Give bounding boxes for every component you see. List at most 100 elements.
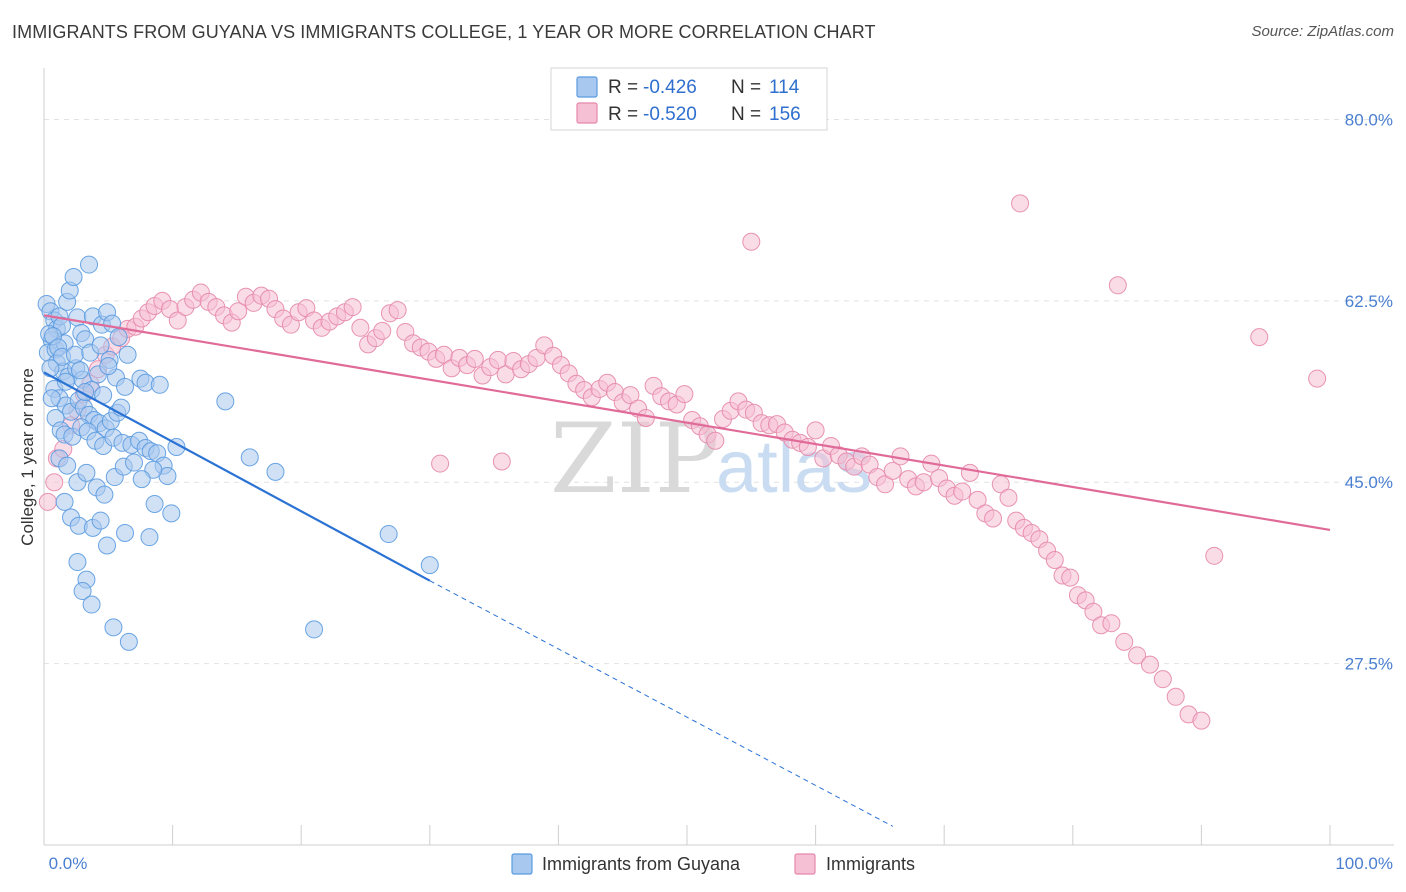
data-point-immigrants [343,298,362,317]
axis-layer: 27.5% 45.0% 62.5% 80.0% 0.0% 100.0% [43,68,1394,873]
data-point-immigrants [1045,550,1064,569]
data-point-immigrants [431,454,450,473]
data-point-immigrants [229,302,248,321]
data-point-immigrants [351,318,370,337]
data-point-guyana [132,470,151,489]
legend-r-label-2: R = [608,104,638,125]
data-point-guyana [64,268,83,287]
bottom-legend-label-1: Immigrants from Guyana [542,854,741,874]
data-point-guyana [77,463,96,482]
source-label: Source: ZipAtlas.com [1251,23,1394,40]
data-point-immigrants [1308,369,1327,388]
data-point-immigrants [953,482,972,501]
data-point-immigrants [1153,670,1172,689]
legend-r-value-2: -0.520 [643,104,697,125]
bottom-legend-swatch-blue [511,853,533,875]
legend-swatch-pink [576,102,598,124]
data-point-immigrants [1061,568,1080,587]
data-point-guyana [82,595,101,614]
y-tick-label: 62.5% [1345,292,1393,311]
data-point-immigrants [968,490,987,509]
data-point-immigrants [706,431,725,450]
data-point-guyana [109,328,128,347]
data-point-immigrants [621,386,640,405]
data-point-immigrants [1250,328,1269,347]
data-point-guyana [42,389,61,408]
trend-layer [43,314,1331,827]
data-point-immigrants [1140,655,1159,674]
data-point-immigrants [45,473,64,492]
data-point-guyana [116,524,135,543]
trend-line-guyana-extension [429,580,893,827]
x-tick-label-min: 0.0% [49,854,88,873]
data-point-guyana [71,361,90,380]
data-point-immigrants [168,311,187,330]
data-point-immigrants [1192,711,1211,730]
data-point-guyana [240,448,259,467]
data-point-immigrants [1084,602,1103,621]
x-tick-label-max: 100.0% [1335,854,1393,873]
data-point-immigrants [1102,614,1121,633]
data-point-guyana [379,525,398,544]
legend-r-label-1: R = [608,77,638,98]
y-tick-label: 45.0% [1345,473,1393,492]
data-point-guyana [150,375,169,394]
y-tick-label: 80.0% [1345,110,1393,129]
data-point-guyana [266,462,285,481]
data-point-guyana [80,255,99,274]
bottom-legend-swatch-pink [794,853,816,875]
data-point-immigrants [1108,276,1127,295]
legend-swatch-blue [576,76,598,98]
data-point-immigrants [38,492,57,511]
legend-n-label-2: N = [731,104,761,125]
legend-n-value-2: 156 [769,104,801,125]
points-layer [37,194,1327,730]
data-point-guyana [305,620,324,639]
data-point-guyana [140,528,159,547]
trend-line-guyana [43,371,431,582]
data-point-immigrants [675,385,694,404]
data-point-immigrants [1166,687,1185,706]
data-point-guyana [145,494,164,513]
data-point-guyana [216,392,235,411]
data-point-guyana [95,485,114,504]
data-point-immigrants [373,321,392,340]
grid-layer [44,118,1394,665]
data-point-immigrants [388,301,407,320]
data-point-guyana [118,345,137,364]
data-point-immigrants [1115,632,1134,651]
bottom-legend: Immigrants from Guyana Immigrants [511,853,915,875]
data-point-guyana [73,582,92,601]
data-point-immigrants [465,349,484,368]
data-point-immigrants [1011,194,1030,213]
data-point-immigrants [883,461,902,480]
data-point-guyana [116,377,135,396]
legend-r-value-1: -0.426 [643,77,697,98]
y-tick-label: 27.5% [1345,655,1393,674]
legend-n-value-1: 114 [769,77,800,98]
bottom-legend-label-2: Immigrants [826,854,915,874]
data-point-immigrants [636,408,655,427]
data-point-guyana [104,618,123,637]
data-point-guyana [119,632,138,651]
data-point-guyana [91,511,110,530]
data-point-immigrants [876,475,895,494]
y-axis-label: College, 1 year or more [18,368,37,546]
legend-n-label-1: N = [731,77,761,98]
data-point-guyana [99,357,118,376]
data-point-guyana [41,359,60,378]
data-point-immigrants [492,452,511,471]
data-point-immigrants [1205,546,1224,565]
data-point-guyana [58,456,77,475]
data-point-guyana [162,504,181,523]
data-point-immigrants [742,232,761,251]
data-point-guyana [68,553,87,572]
data-point-immigrants [999,488,1018,507]
data-point-guyana [91,336,110,355]
top-legend: R = -0.426 N = 114 R = -0.520 N = 156 [550,67,828,131]
data-point-guyana [125,453,144,472]
data-point-immigrants [806,421,825,440]
data-point-immigrants [914,473,933,492]
data-point-immigrants [984,509,1003,528]
